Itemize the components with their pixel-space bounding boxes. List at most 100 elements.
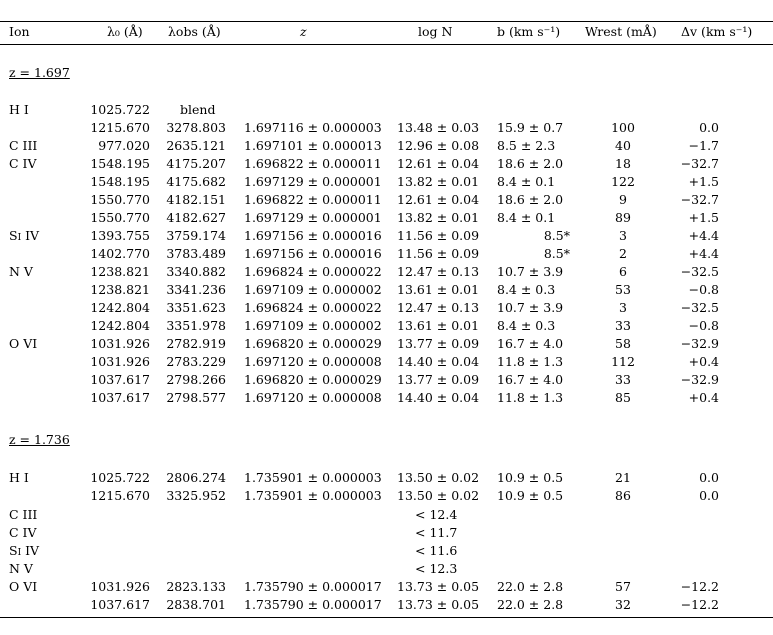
cell-w: 112 xyxy=(611,354,635,369)
cell-w: 89 xyxy=(615,210,631,225)
cell-b: 18.6 ± 2.0 xyxy=(497,156,564,171)
table-row: O VI 1031.926 2782.919 1.696820 ± 0.000029 1… xyxy=(0,335,773,353)
cell-l0: 1242.804 xyxy=(90,318,150,333)
header-rule xyxy=(0,44,773,45)
cell-l0: 977.020 xyxy=(98,138,150,153)
header-logN: log N xyxy=(418,24,453,39)
cell-logN: 13.73 ± 0.05 xyxy=(397,579,480,594)
cell-b: 18.6 ± 2.0 xyxy=(497,192,564,207)
header-lambda-obs: λobs (Å) xyxy=(168,24,221,39)
cell-lobs: 4182.627 xyxy=(166,210,226,225)
cell-lobs: 3351.623 xyxy=(166,300,226,315)
cell-l0: 1037.617 xyxy=(90,597,150,612)
cell-z: 1.735790 ± 0.000017 xyxy=(244,579,382,594)
cell-b: 8.5* xyxy=(543,246,570,261)
cell-lobs: 2635.121 xyxy=(166,138,226,153)
cell-ion: H I xyxy=(9,470,29,485)
cell-b: 10.9 ± 0.5 xyxy=(497,488,564,503)
cell-logN: 12.47 ± 0.13 xyxy=(397,264,480,279)
cell-ion: H I xyxy=(9,102,29,117)
section-title: z = 1.697 xyxy=(9,65,70,80)
cell-lobs: 3340.882 xyxy=(166,264,226,279)
cell-logN: 11.56 ± 0.09 xyxy=(397,228,480,243)
top-rule xyxy=(0,21,773,22)
cell-z: 1.697156 ± 0.000016 xyxy=(244,228,382,243)
cell-l0: 1238.821 xyxy=(90,264,150,279)
cell-lobs: 3325.952 xyxy=(166,488,226,503)
cell-ion: Si IV xyxy=(9,543,40,558)
header-w-rest: Wrest (mÅ) xyxy=(585,24,657,39)
header-z: z xyxy=(300,24,307,39)
cell-lobs: 2823.133 xyxy=(166,579,226,594)
cell-l0: 1037.617 xyxy=(90,372,150,387)
cell-l0: 1031.926 xyxy=(90,336,150,351)
cell-l0: 1550.770 xyxy=(90,192,150,207)
cell-dv: +1.5 xyxy=(688,210,719,225)
cell-l0: 1548.195 xyxy=(90,174,150,189)
cell-w: 33 xyxy=(615,318,631,333)
header-ion: Ion xyxy=(9,24,30,39)
cell-w: 40 xyxy=(615,138,631,153)
cell-ion: C IV xyxy=(9,156,37,171)
table-row: H I 1025.722 2806.274 1.735901 ± 0.000003 13… xyxy=(0,469,773,487)
cell-lobs: 2782.919 xyxy=(166,336,226,351)
cell-l0: 1031.926 xyxy=(90,354,150,369)
cell-z: 1.697109 ± 0.000002 xyxy=(244,282,382,297)
cell-w: 18 xyxy=(615,156,631,171)
table-row: 1242.804 3351.623 1.696824 ± 0.000022 12.47… xyxy=(0,299,773,317)
cell-w: 3 xyxy=(619,300,627,315)
cell-logN: < 11.7 xyxy=(415,525,458,540)
table-row: H I 1025.722 blend xyxy=(0,101,773,119)
cell-z: 1.735790 ± 0.000017 xyxy=(244,597,382,612)
cell-lobs: 3351.978 xyxy=(166,318,226,333)
cell-b: 10.9 ± 0.5 xyxy=(497,470,564,485)
cell-lobs: 2838.701 xyxy=(166,597,226,612)
table-row: C IV < 11.7 xyxy=(0,524,773,542)
cell-logN: 12.47 ± 0.13 xyxy=(397,300,480,315)
table-row: 1550.770 4182.627 1.697129 ± 0.000001 13.82… xyxy=(0,209,773,227)
cell-dv: −32.7 xyxy=(680,192,719,207)
table-row: C III 977.020 2635.121 1.697101 ± 0.000013 1… xyxy=(0,137,773,155)
cell-b: 16.7 ± 4.0 xyxy=(497,372,564,387)
cell-b: 10.7 ± 3.9 xyxy=(497,264,564,279)
table-row: 1215.670 3278.803 1.697116 ± 0.000003 13.48… xyxy=(0,119,773,137)
cell-z: 1.696822 ± 0.000011 xyxy=(244,156,382,171)
cell-ion: C III xyxy=(9,507,38,522)
cell-dv: −32.5 xyxy=(680,300,719,315)
table-row: 1031.926 2783.229 1.697120 ± 0.000008 14.40… xyxy=(0,353,773,371)
cell-w: 2 xyxy=(619,246,627,261)
cell-lobs: blend xyxy=(180,102,216,117)
table-row: C IV 1548.195 4175.207 1.696822 ± 0.000011 1… xyxy=(0,155,773,173)
cell-logN: 14.40 ± 0.04 xyxy=(397,354,480,369)
cell-w: 85 xyxy=(615,390,631,405)
cell-w: 86 xyxy=(615,488,631,503)
cell-z: 1.735901 ± 0.000003 xyxy=(244,488,382,503)
table-row: C III < 12.4 xyxy=(0,506,773,524)
cell-b: 8.4 ± 0.1 xyxy=(497,210,556,225)
cell-w: 32 xyxy=(615,597,631,612)
cell-dv: +0.4 xyxy=(688,390,719,405)
cell-dv: −12.2 xyxy=(680,579,719,594)
cell-b: 16.7 ± 4.0 xyxy=(497,336,564,351)
table-header: Ion λ₀ (Å) λobs (Å) z log N b (km s⁻¹) W… xyxy=(0,23,773,41)
cell-w: 58 xyxy=(615,336,631,351)
cell-lobs: 2783.229 xyxy=(166,354,226,369)
cell-l0: 1238.821 xyxy=(90,282,150,297)
cell-l0: 1037.617 xyxy=(90,390,150,405)
table-row: Si IV 1393.755 3759.174 1.697156 ± 0.000016… xyxy=(0,227,773,245)
cell-dv: −0.8 xyxy=(688,282,719,297)
cell-w: 9 xyxy=(619,192,627,207)
cell-z: 1.735901 ± 0.000003 xyxy=(244,470,382,485)
cell-b: 8.4 ± 0.1 xyxy=(497,174,556,189)
cell-l0: 1548.195 xyxy=(90,156,150,171)
cell-w: 33 xyxy=(615,372,631,387)
cell-ion: C III xyxy=(9,138,38,153)
cell-w: 21 xyxy=(615,470,631,485)
cell-dv: 0.0 xyxy=(699,470,719,485)
cell-ion: O VI xyxy=(9,579,38,594)
cell-logN: 13.82 ± 0.01 xyxy=(397,174,480,189)
cell-b: 11.8 ± 1.3 xyxy=(497,354,564,369)
cell-w: 53 xyxy=(615,282,631,297)
cell-logN: 14.40 ± 0.04 xyxy=(397,390,480,405)
table-row: O VI 1031.926 2823.133 1.735790 ± 0.000017 1… xyxy=(0,578,773,596)
